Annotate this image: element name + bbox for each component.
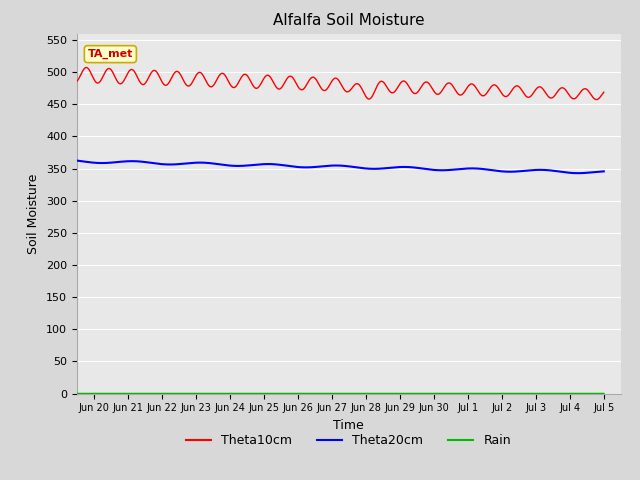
Y-axis label: Soil Moisture: Soil Moisture xyxy=(28,173,40,254)
Title: Alfalfa Soil Moisture: Alfalfa Soil Moisture xyxy=(273,13,424,28)
Legend: Theta10cm, Theta20cm, Rain: Theta10cm, Theta20cm, Rain xyxy=(182,429,516,452)
X-axis label: Time: Time xyxy=(333,419,364,432)
Text: TA_met: TA_met xyxy=(88,49,133,59)
